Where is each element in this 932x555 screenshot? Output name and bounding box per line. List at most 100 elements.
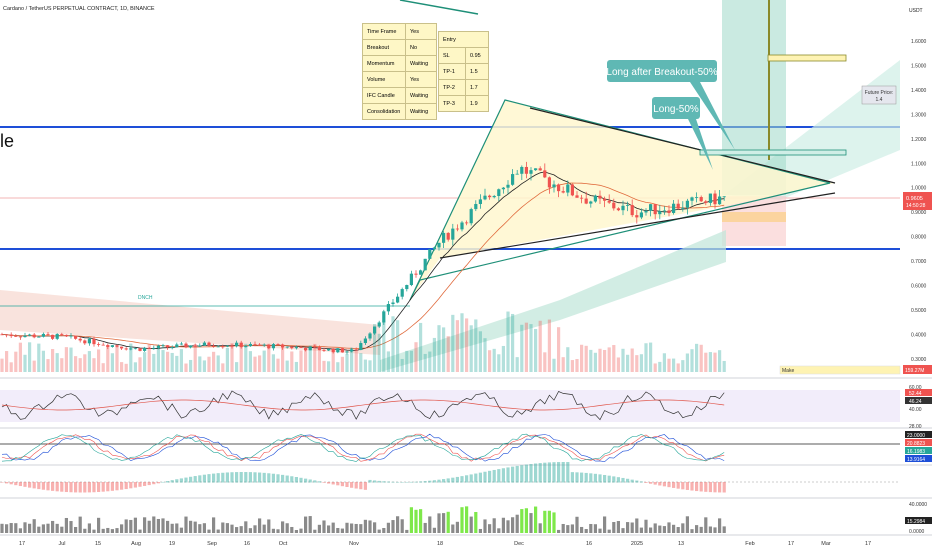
candle-body[interactable]: [382, 311, 386, 323]
candle-body[interactable]: [621, 205, 625, 211]
candle-body[interactable]: [676, 203, 680, 209]
candle-body[interactable]: [97, 344, 101, 345]
candle-body[interactable]: [363, 338, 367, 344]
candle-body[interactable]: [672, 203, 676, 214]
candle-body[interactable]: [451, 228, 455, 240]
candle-body[interactable]: [635, 215, 639, 218]
candle-body[interactable]: [616, 208, 620, 211]
candle-body[interactable]: [331, 348, 335, 353]
candle-body[interactable]: [110, 345, 114, 347]
candle-body[interactable]: [501, 187, 505, 190]
candle-body[interactable]: [193, 345, 197, 347]
candle-body[interactable]: [120, 346, 124, 349]
candle-body[interactable]: [32, 334, 36, 338]
candle-body[interactable]: [41, 333, 45, 337]
candle-body[interactable]: [216, 346, 220, 348]
candle-body[interactable]: [566, 184, 570, 193]
candle-body[interactable]: [552, 184, 556, 188]
candle-body[interactable]: [409, 273, 413, 286]
candle-body[interactable]: [515, 173, 519, 175]
candle-body[interactable]: [667, 210, 671, 214]
candle-body[interactable]: [198, 345, 202, 347]
candle-body[interactable]: [644, 210, 648, 213]
candle-body[interactable]: [386, 304, 390, 312]
candle-body[interactable]: [83, 340, 87, 344]
candle-body[interactable]: [396, 296, 400, 303]
candle-body[interactable]: [147, 348, 151, 349]
candle-body[interactable]: [547, 177, 551, 188]
candle-body[interactable]: [483, 195, 487, 200]
candle-body[interactable]: [405, 285, 409, 290]
candle-body[interactable]: [124, 348, 128, 350]
candle-body[interactable]: [529, 170, 533, 174]
candle-body[interactable]: [129, 348, 133, 350]
candle-body[interactable]: [612, 202, 616, 209]
candle-body[interactable]: [538, 168, 542, 171]
candle-body[interactable]: [207, 342, 211, 346]
candle-body[interactable]: [708, 193, 712, 203]
candle-body[interactable]: [308, 346, 312, 351]
candle-body[interactable]: [239, 342, 243, 348]
candle-body[interactable]: [281, 344, 285, 348]
candle-body[interactable]: [189, 345, 193, 348]
candle-body[interactable]: [161, 345, 165, 347]
candle-body[interactable]: [184, 343, 188, 348]
candle-body[interactable]: [511, 174, 515, 185]
candle-body[interactable]: [285, 346, 289, 348]
candle-body[interactable]: [299, 347, 303, 348]
candle-body[interactable]: [317, 347, 321, 351]
candle-body[interactable]: [432, 247, 436, 250]
candle-body[interactable]: [350, 349, 354, 352]
candle-body[interactable]: [557, 184, 561, 192]
candle-body[interactable]: [5, 334, 9, 336]
candle-body[interactable]: [419, 270, 423, 275]
candle-body[interactable]: [704, 201, 708, 203]
long-callout[interactable]: Long-50%: [652, 97, 713, 170]
candle-body[interactable]: [685, 200, 689, 208]
candle-body[interactable]: [497, 189, 501, 196]
candle-body[interactable]: [455, 228, 459, 230]
candle-body[interactable]: [722, 196, 726, 198]
candle-body[interactable]: [248, 343, 252, 347]
candle-body[interactable]: [156, 345, 160, 348]
candle-body[interactable]: [437, 242, 441, 248]
candle-body[interactable]: [313, 346, 317, 348]
candle-body[interactable]: [460, 222, 464, 230]
candle-body[interactable]: [37, 336, 41, 338]
candle-body[interactable]: [474, 204, 478, 210]
candle-body[interactable]: [695, 197, 699, 198]
candle-body[interactable]: [534, 168, 538, 171]
candle-body[interactable]: [377, 322, 381, 327]
candle-body[interactable]: [603, 198, 607, 201]
candle-body[interactable]: [593, 195, 597, 202]
candle-body[interactable]: [55, 334, 59, 339]
candle-body[interactable]: [18, 336, 22, 338]
candle-body[interactable]: [14, 336, 18, 337]
candle-body[interactable]: [543, 170, 547, 178]
candle-body[interactable]: [354, 349, 358, 351]
candle-body[interactable]: [327, 348, 331, 351]
candle-body[interactable]: [423, 258, 427, 271]
candle-body[interactable]: [244, 346, 248, 348]
candle-body[interactable]: [212, 345, 216, 347]
candle-body[interactable]: [580, 197, 584, 199]
long-after-breakout-callout[interactable]: Long after Breakout-50%: [606, 60, 735, 150]
candle-body[interactable]: [23, 335, 27, 338]
candle-body[interactable]: [630, 204, 634, 216]
candle-body[interactable]: [626, 204, 630, 206]
candle-body[interactable]: [101, 344, 105, 346]
candle-body[interactable]: [87, 338, 91, 344]
candle-body[interactable]: [373, 326, 377, 334]
breakout-box[interactable]: [699, 149, 847, 156]
candle-body[interactable]: [478, 199, 482, 205]
candle-body[interactable]: [368, 333, 372, 339]
candle-body[interactable]: [662, 210, 666, 212]
candle-body[interactable]: [446, 232, 450, 240]
candle-body[interactable]: [304, 347, 308, 351]
candle-body[interactable]: [340, 348, 344, 353]
future-price-box[interactable]: Future Price: 1.4: [861, 85, 897, 105]
candle-body[interactable]: [345, 351, 349, 353]
candle-body[interactable]: [235, 342, 239, 347]
candle-body[interactable]: [0, 334, 4, 336]
